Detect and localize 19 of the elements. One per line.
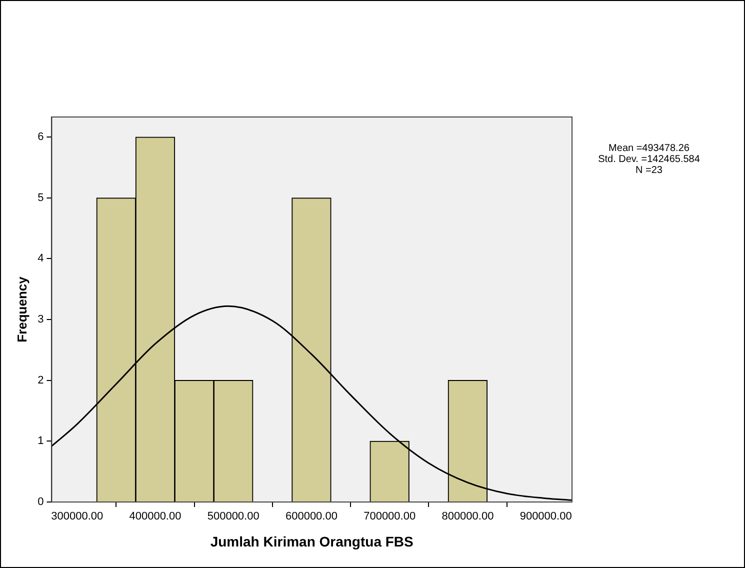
x-tick-label: 400000.00: [129, 510, 182, 523]
x-tick-label: 800000.00: [442, 510, 494, 523]
y-tick-label: 6: [38, 131, 44, 144]
x-tick-label: 900000.00: [520, 510, 572, 523]
x-axis-title: Jumlah Kiriman Orangtua FBS: [210, 533, 414, 550]
y-axis-title: Frequency: [14, 276, 30, 342]
y-tick-label: 2: [38, 374, 44, 386]
y-tick-label: 1: [38, 435, 44, 448]
y-tick-label: 4: [38, 252, 44, 265]
text: Mean =493478.26: [608, 143, 690, 154]
x-tick-label: 600000.00: [285, 510, 338, 523]
x-tick-label: 500000.00: [207, 510, 260, 523]
y-tick-label: 5: [38, 192, 44, 204]
y-tick-label: 0: [38, 496, 44, 508]
x-tick-label: 700000.00: [364, 510, 416, 523]
text: Std. Dev. =142465.584: [597, 154, 701, 165]
x-tick-label: 300000.00: [51, 510, 104, 523]
y-tick-label: 3: [38, 314, 44, 326]
text: N =23: [634, 165, 664, 176]
